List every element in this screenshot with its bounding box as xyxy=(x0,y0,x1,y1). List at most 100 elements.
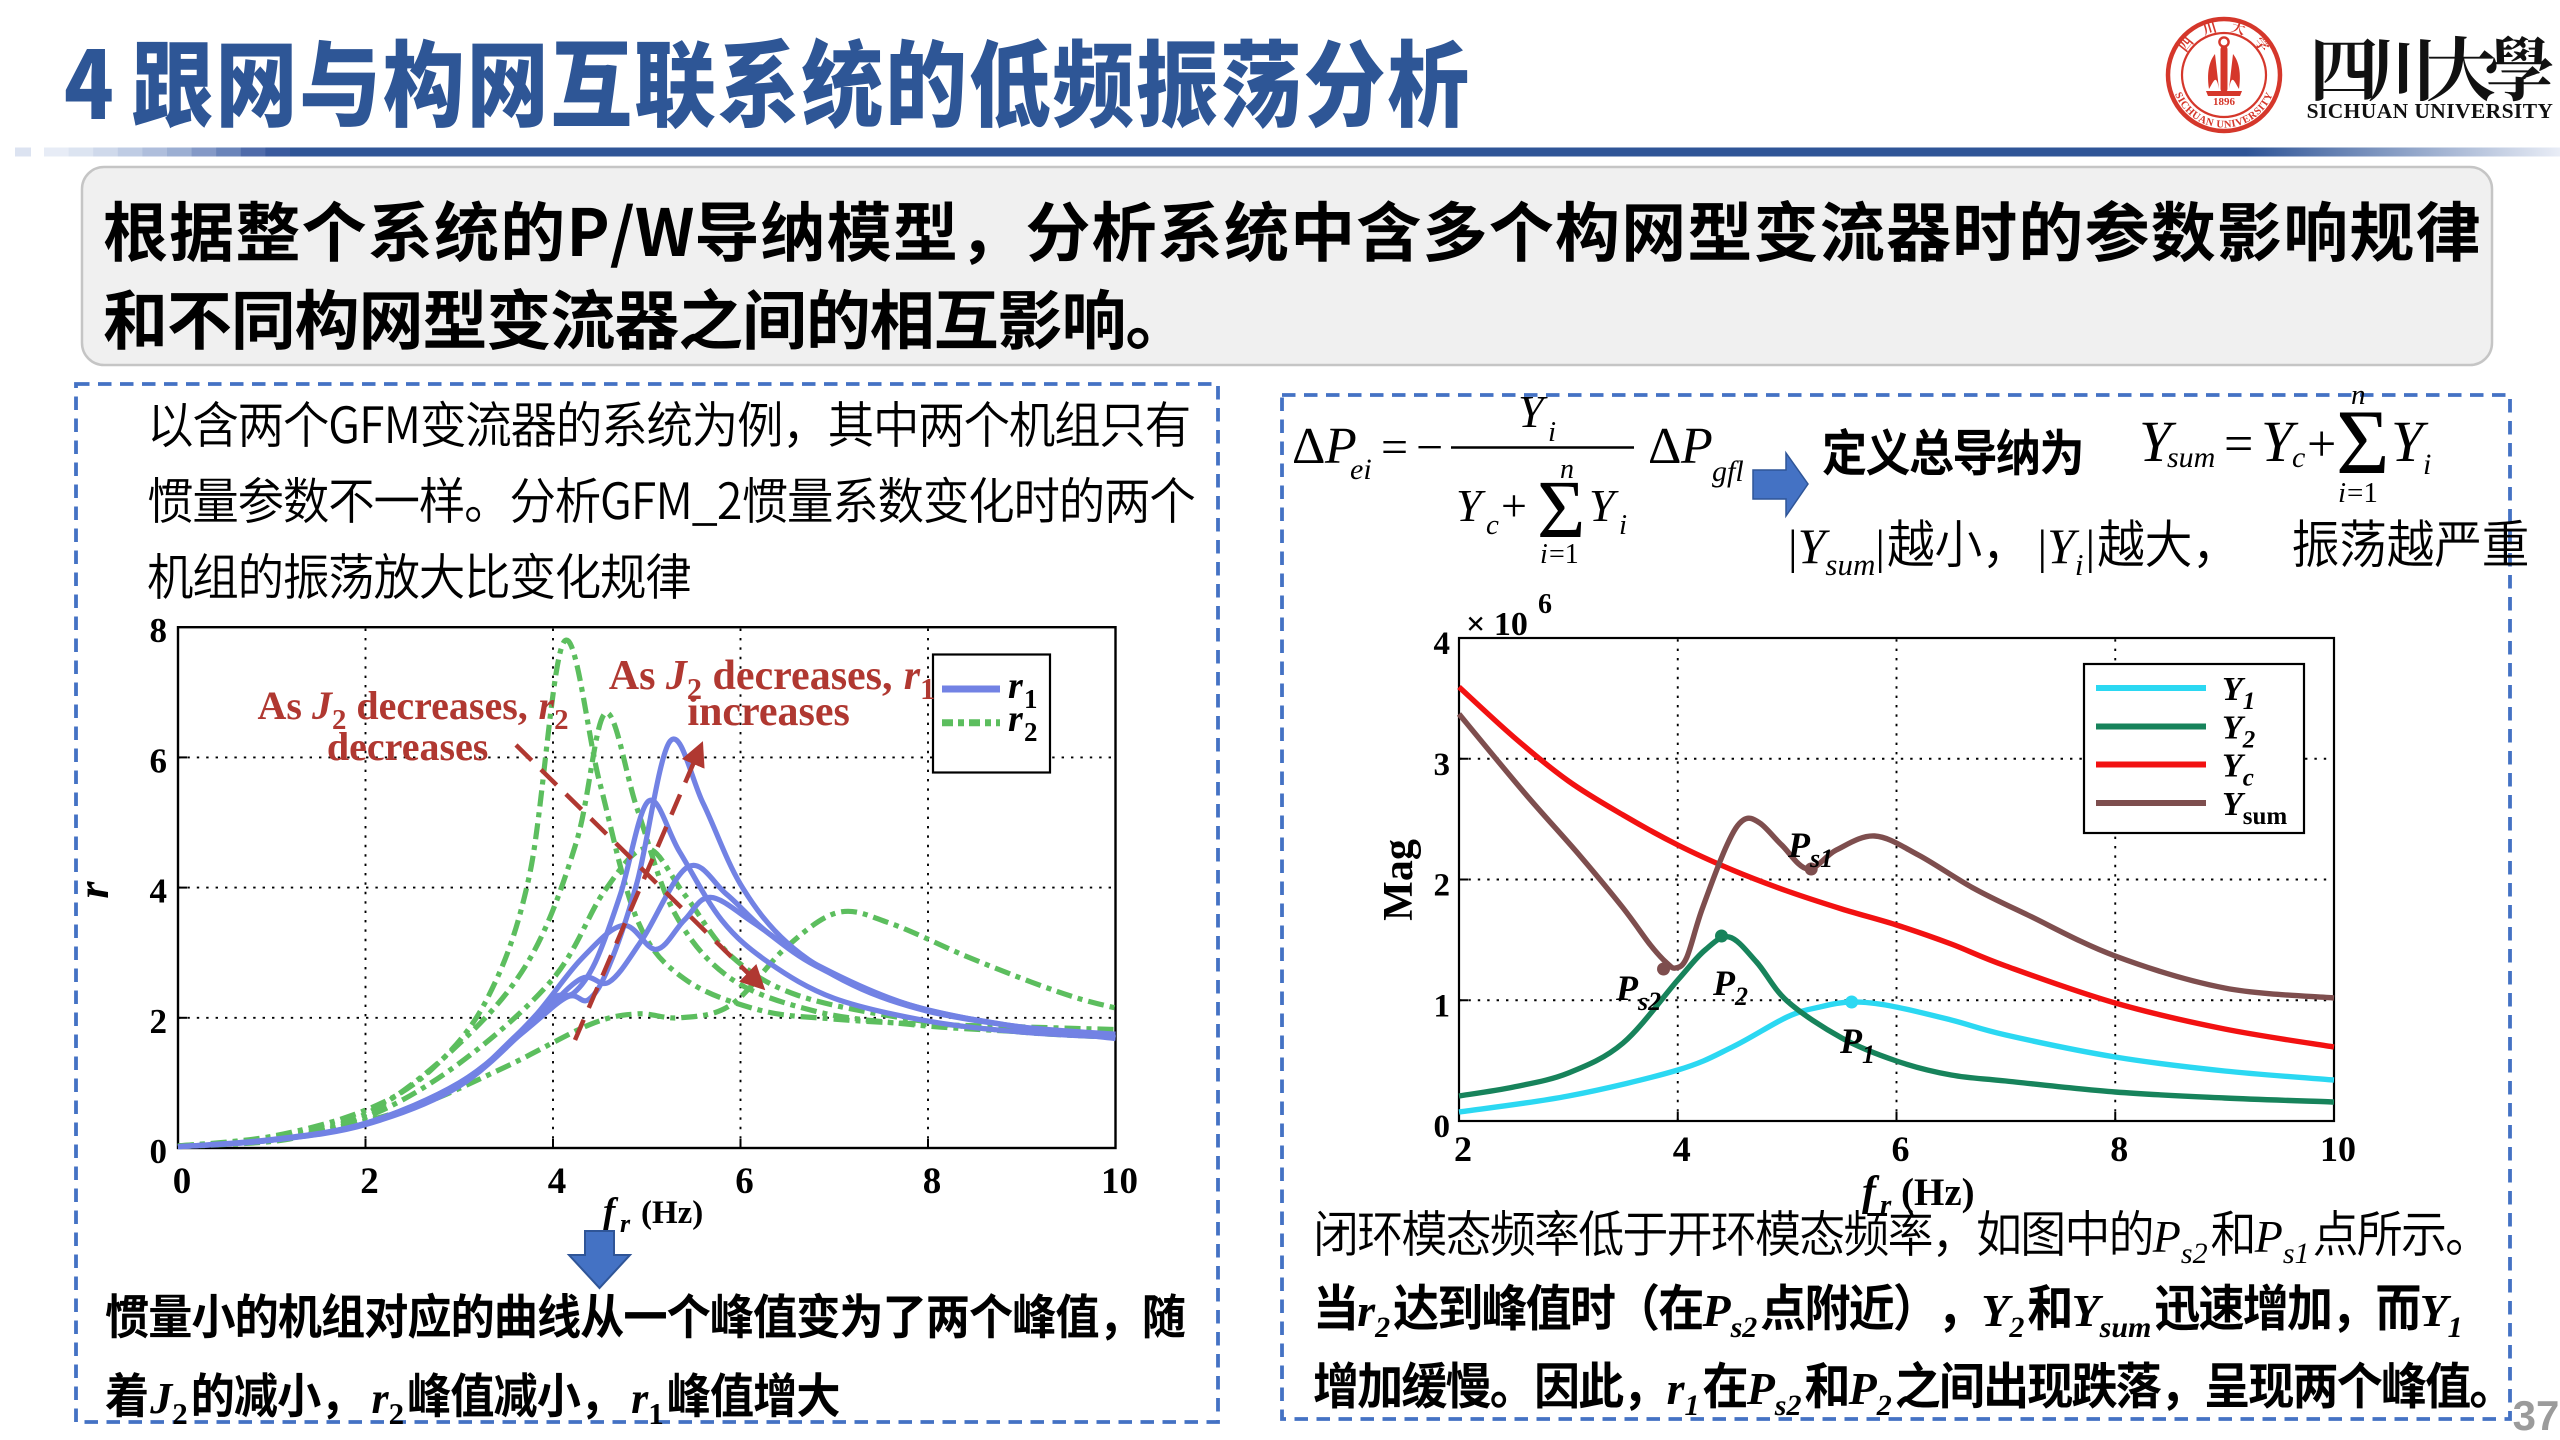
svg-text:=1: =1 xyxy=(2347,477,2378,509)
svg-text:2: 2 xyxy=(1454,1129,1472,1169)
svg-text:1896: 1896 xyxy=(2213,96,2236,108)
svg-text:4: 4 xyxy=(548,1161,567,1202)
svg-text:2: 2 xyxy=(2008,1311,2024,1344)
svg-text:Y: Y xyxy=(2420,1285,2452,1336)
svg-text:P: P xyxy=(1746,1363,1776,1414)
svg-text:0: 0 xyxy=(150,1132,168,1171)
svg-text:10: 10 xyxy=(2320,1129,2356,1169)
svg-text:2: 2 xyxy=(150,1002,168,1041)
svg-text:2: 2 xyxy=(554,704,568,736)
svg-text:As: As xyxy=(258,683,312,728)
svg-text:decreases: decreases xyxy=(327,724,488,769)
svg-text:Y: Y xyxy=(2222,748,2246,785)
svg-text:1: 1 xyxy=(1434,988,1451,1024)
svg-text:r: r xyxy=(539,683,555,728)
svg-text:3: 3 xyxy=(1434,747,1451,783)
svg-text:|: | xyxy=(2037,521,2047,574)
svg-text:decreases,: decreases, xyxy=(346,683,537,728)
svg-text:P: P xyxy=(1839,1021,1863,1061)
svg-text:8: 8 xyxy=(923,1161,942,1202)
svg-text:Y: Y xyxy=(1518,386,1548,437)
svg-text:P: P xyxy=(1787,825,1811,865)
svg-text:Y: Y xyxy=(2261,409,2299,474)
svg-text:Σ: Σ xyxy=(1537,463,1585,555)
svg-text:−: − xyxy=(1416,421,1443,474)
svg-text:1: 1 xyxy=(2448,1311,2463,1344)
svg-text:r: r xyxy=(372,1374,390,1423)
svg-text:J: J xyxy=(149,1374,174,1423)
svg-text:c: c xyxy=(1486,509,1499,541)
svg-text:Y: Y xyxy=(2047,518,2080,574)
svg-text:1: 1 xyxy=(1024,684,1038,714)
svg-text:2: 2 xyxy=(360,1161,379,1202)
svg-text:4: 4 xyxy=(150,872,168,911)
svg-text:c: c xyxy=(2292,441,2305,474)
svg-text:c: c xyxy=(2243,765,2254,792)
svg-text:decreases,: decreases, xyxy=(702,653,903,699)
svg-text:i: i xyxy=(2338,477,2346,509)
svg-text:2: 2 xyxy=(332,704,346,736)
svg-text:2: 2 xyxy=(2242,727,2256,754)
svg-text:4: 4 xyxy=(1434,626,1451,662)
svg-text:8: 8 xyxy=(150,611,168,650)
svg-text:i: i xyxy=(2075,547,2084,582)
svg-text:Y: Y xyxy=(1798,518,1831,574)
svg-text:i: i xyxy=(1540,539,1548,570)
svg-text:Δ: Δ xyxy=(1648,418,1681,475)
svg-text:ei: ei xyxy=(1350,453,1372,486)
svg-text:|: | xyxy=(1788,521,1798,574)
svg-text:1: 1 xyxy=(648,1396,664,1431)
svg-text:Σ: Σ xyxy=(2336,391,2390,493)
svg-text:Y: Y xyxy=(2391,409,2429,474)
svg-text:4: 4 xyxy=(1673,1129,1691,1169)
svg-text:2: 2 xyxy=(687,672,702,706)
svg-text:+: + xyxy=(1501,480,1527,531)
svg-text:|: | xyxy=(1875,521,1885,574)
svg-text:s2: s2 xyxy=(1637,987,1661,1016)
svg-text:6: 6 xyxy=(150,741,168,780)
svg-text:increases: increases xyxy=(687,689,850,735)
svg-text:s1: s1 xyxy=(2283,1237,2310,1270)
svg-text:2: 2 xyxy=(1434,868,1451,904)
svg-text:i: i xyxy=(2423,448,2431,481)
svg-text:1: 1 xyxy=(1685,1389,1700,1422)
svg-text:(Hz): (Hz) xyxy=(1901,1171,1975,1214)
svg-text:r: r xyxy=(904,653,921,699)
svg-text:(Hz): (Hz) xyxy=(641,1195,703,1231)
svg-text:10: 10 xyxy=(1101,1161,1138,1202)
svg-text:1: 1 xyxy=(2243,688,2256,715)
svg-text:s2: s2 xyxy=(2181,1237,2208,1270)
svg-text:sum: sum xyxy=(2099,1311,2152,1344)
svg-text:=: = xyxy=(2224,416,2253,473)
svg-text:J: J xyxy=(311,683,334,728)
svg-text:s2: s2 xyxy=(1730,1311,1758,1344)
svg-text:2: 2 xyxy=(1374,1311,1390,1344)
svg-text:6: 6 xyxy=(735,1161,754,1202)
svg-text:r: r xyxy=(631,1374,649,1423)
svg-text:Y: Y xyxy=(2072,1285,2104,1336)
svg-text:Y: Y xyxy=(1981,1285,2013,1336)
svg-text:2: 2 xyxy=(172,1396,188,1431)
svg-text:=1: =1 xyxy=(1549,539,1579,570)
svg-text:J: J xyxy=(665,653,689,699)
svg-text:f: f xyxy=(1862,1169,1880,1215)
svg-text:1: 1 xyxy=(920,672,935,706)
svg-text:r: r xyxy=(1008,665,1024,707)
svg-text:Y: Y xyxy=(1589,480,1619,531)
svg-text:sum: sum xyxy=(1825,547,1875,582)
svg-text:6: 6 xyxy=(1538,589,1552,620)
svg-text:× 10: × 10 xyxy=(1466,606,1528,643)
svg-text:Δ: Δ xyxy=(1292,418,1325,475)
svg-text:P: P xyxy=(1680,418,1713,475)
svg-text:0: 0 xyxy=(173,1161,192,1202)
svg-text:r: r xyxy=(1667,1363,1686,1414)
svg-text:Mag: Mag xyxy=(1376,839,1422,921)
svg-text:SICHUAN UNIVERSITY: SICHUAN UNIVERSITY xyxy=(2307,99,2554,123)
svg-text:sum: sum xyxy=(2243,803,2288,830)
svg-text:2: 2 xyxy=(1024,717,1038,747)
svg-text:As: As xyxy=(609,653,666,699)
svg-text:P: P xyxy=(1615,968,1639,1008)
svg-text:P: P xyxy=(1324,418,1357,475)
svg-text:P: P xyxy=(1712,963,1736,1003)
svg-text:r: r xyxy=(1357,1285,1376,1336)
